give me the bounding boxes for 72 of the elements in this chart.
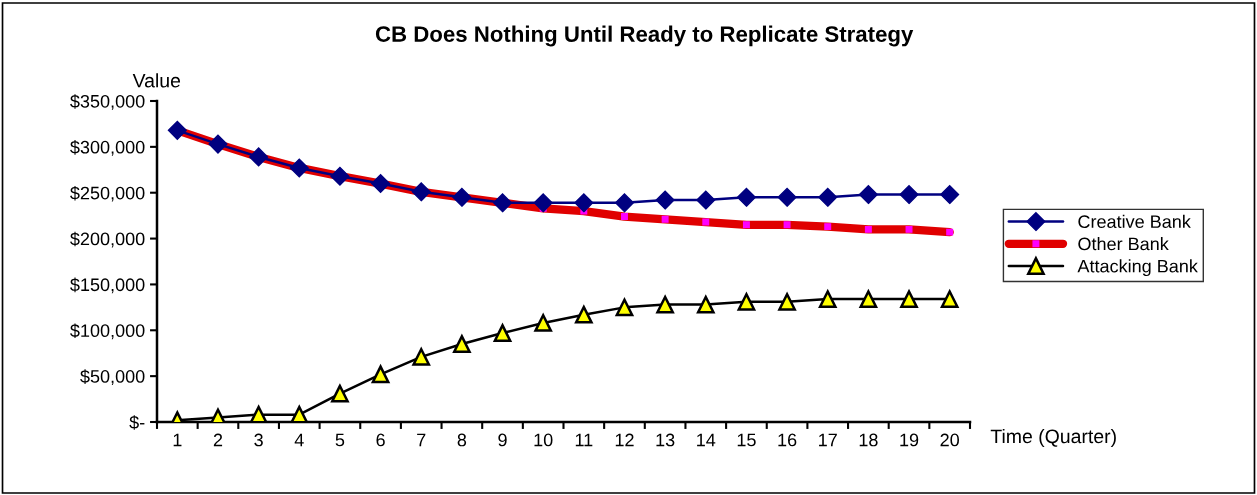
point [818,290,837,308]
legend-label: Creative Bank [1078,214,1191,229]
point [208,134,228,154]
y-tick-label: $200,000 [70,231,145,248]
point [492,193,513,213]
x-tick-label: 7 [417,433,426,447]
point [615,298,634,317]
y-axis-title: Value [132,73,181,88]
y-tick-label: $250,000 [70,185,145,202]
point [371,365,390,384]
x-tick-label: 5 [335,433,345,447]
x-tick-label: 12 [615,433,634,447]
y-tick-label: $300,000 [70,140,145,156]
y-tick-label: $150,000 [70,277,145,294]
legend-label: Other Bank [1078,237,1169,251]
point [533,193,553,213]
point [818,187,838,207]
x-tick-label: 19 [900,433,919,447]
y-tick-label: $100,000 [70,323,145,340]
x-tick-label: 20 [940,433,960,447]
point [656,295,675,314]
point [167,120,187,140]
point [249,405,268,422]
x-tick-label: 10 [534,433,553,447]
point [655,190,675,210]
point [249,147,269,167]
point [614,193,635,213]
point [452,335,471,353]
point [778,292,796,311]
point [290,405,309,422]
x-axis-title: Time (Quarter) [990,428,1116,448]
point [859,290,878,308]
x-tick-label: 2 [213,433,223,447]
point [777,187,797,207]
point [696,295,715,314]
x-tick-label: 17 [819,433,837,447]
point [899,185,919,205]
point [493,324,512,342]
point [900,290,918,308]
point [737,292,756,311]
x-tick-label: 15 [737,433,756,447]
point [736,187,756,207]
point [331,384,349,403]
point [452,187,472,207]
x-tick-label: 16 [778,433,797,447]
x-tick-label: 4 [294,433,304,447]
y-tick-label: $350,000 [70,94,145,110]
point [940,185,960,205]
x-tick-label: 13 [656,433,675,447]
point [411,182,431,202]
point [412,347,431,366]
point [289,158,309,178]
x-tick-label: 3 [254,433,263,447]
x-tick-label: 14 [697,433,716,447]
y-tick-label: $- [129,415,145,430]
x-tick-label: 1 [173,433,182,447]
point [534,314,553,332]
point [940,290,959,308]
x-tick-label: 11 [575,433,593,447]
x-tick-label: 6 [376,433,385,447]
x-tick-label: 9 [498,433,507,447]
x-tick-label: 8 [457,433,467,447]
point [371,174,391,194]
point [574,305,593,324]
point [858,185,878,205]
x-tick-label: 18 [859,433,878,447]
point [330,166,350,186]
legend-label: Attacking Bank [1077,259,1198,277]
chart-title: CB Does Nothing Until Ready to Replicate Strategy [375,25,914,47]
point [574,193,594,213]
y-tick-label: $50,000 [80,369,145,385]
point [696,190,716,210]
